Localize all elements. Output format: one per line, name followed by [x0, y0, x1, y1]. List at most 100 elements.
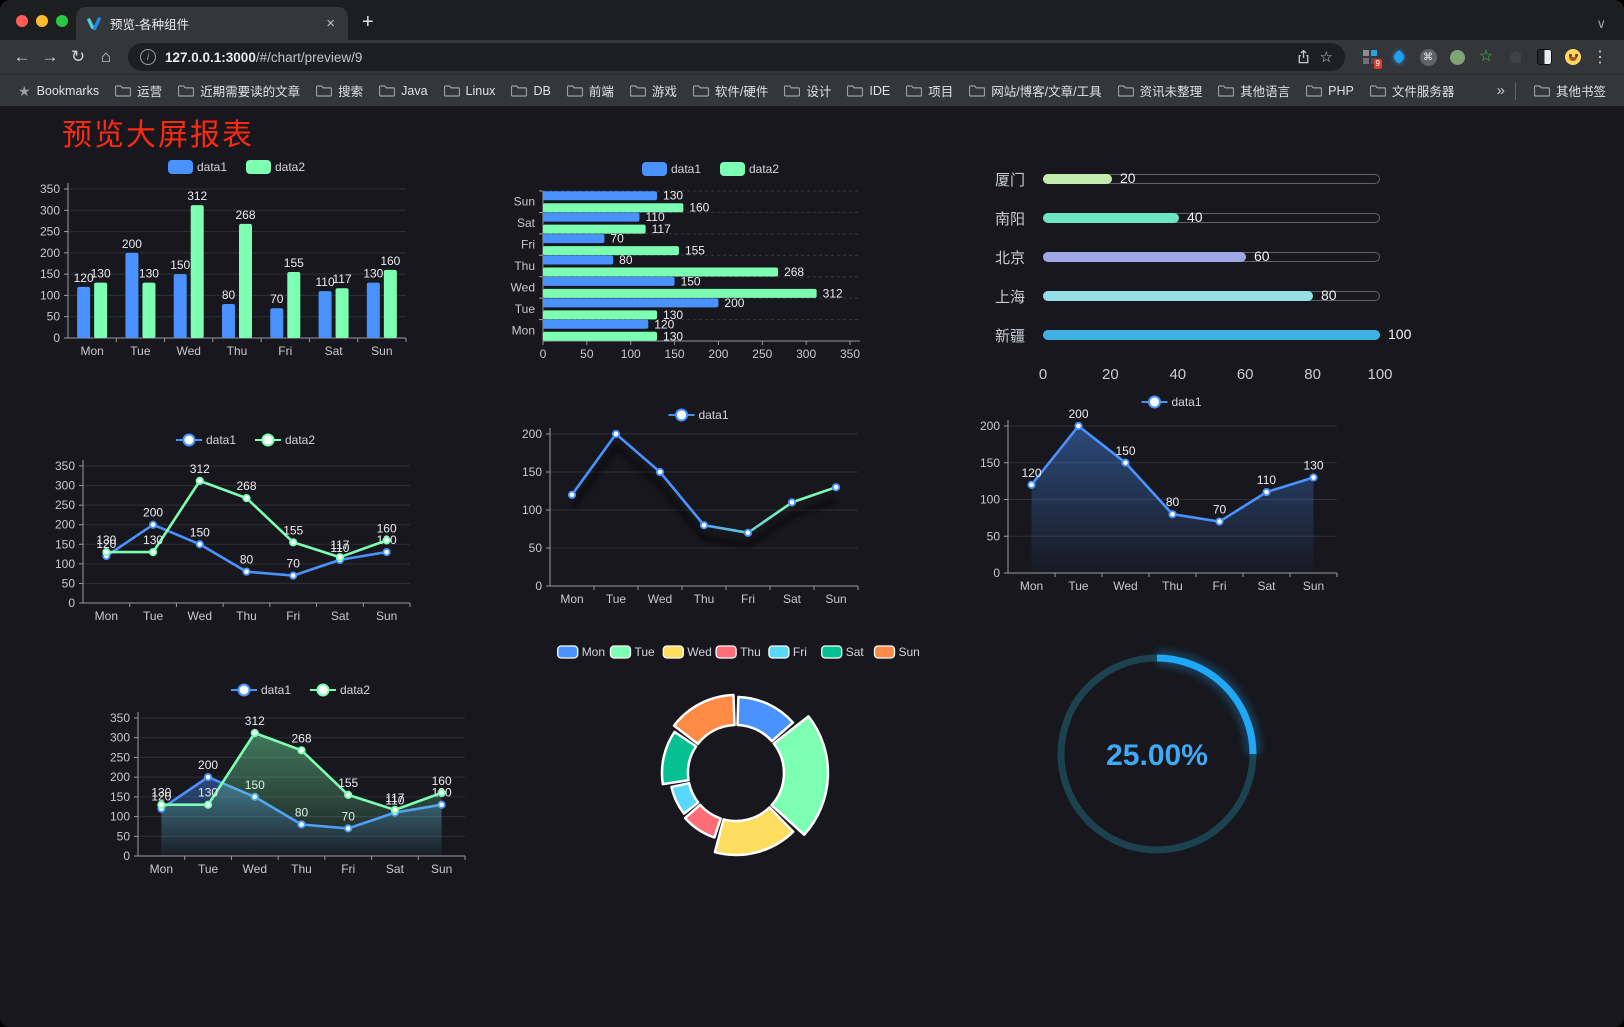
extension-icon-puzzle[interactable] [1506, 48, 1524, 66]
bookmark-folder-10[interactable]: 设计 [776, 78, 839, 103]
svg-text:150: 150 [110, 790, 130, 804]
home-icon[interactable]: ⌂ [100, 47, 112, 66]
svg-text:350: 350 [840, 347, 860, 361]
share-icon[interactable] [1296, 49, 1311, 65]
svg-text:200: 200 [55, 518, 75, 532]
bookmark-folder-2[interactable]: 近期需要读的文章 [170, 78, 308, 103]
folder-icon [115, 85, 132, 97]
maximize-window-button[interactable] [56, 15, 68, 27]
svg-text:120: 120 [74, 271, 94, 285]
gradient-line-chart[interactable]: 0 50 100 150 200 Mon Tue Wed Thu Fri Sat Sun data1 [505, 402, 895, 617]
extension-icon-blue-gem[interactable] [1390, 48, 1408, 66]
grouped-bar-chart[interactable]: 0 50 100 150 200 250 300 350 Mon Tue Wed Thu Fri Sat S… [28, 151, 458, 366]
tab-close-icon[interactable]: × [326, 15, 335, 32]
svg-text:Sun: Sun [825, 592, 846, 606]
svg-text:80: 80 [240, 553, 254, 567]
svg-text:Tue: Tue [635, 645, 656, 659]
svg-text:Wed: Wed [188, 609, 212, 623]
svg-text:120: 120 [151, 790, 171, 804]
bookmark-folder-9[interactable]: 软件/硬件 [685, 78, 776, 103]
other-bookmarks[interactable]: 其他书签 [1526, 78, 1614, 103]
svg-text:50: 50 [580, 347, 594, 361]
svg-text:100: 100 [621, 347, 641, 361]
browser-menu-kebab-icon[interactable]: ⋮ [1592, 49, 1608, 66]
bookmarks-root-label: Bookmarks [36, 83, 100, 98]
svg-text:110: 110 [1257, 473, 1276, 487]
bookmark-folder-1[interactable]: 运营 [107, 78, 170, 103]
svg-text:150: 150 [522, 465, 542, 479]
extension-icon-green-star[interactable]: ☆ [1477, 48, 1495, 66]
close-window-button[interactable] [16, 15, 28, 27]
svg-text:data2: data2 [340, 683, 370, 697]
donut-pie-chart[interactable]: Mon Tue Wed Thu Fri Sat Sun [550, 638, 935, 908]
bookmark-folder-3[interactable]: 搜索 [308, 78, 371, 103]
bookmark-folder-13[interactable]: 网站/博客/文章/工具 [961, 78, 1109, 103]
svg-text:Wed: Wed [648, 592, 672, 606]
svg-text:Sun: Sun [431, 862, 452, 876]
blocks-icon [1363, 50, 1369, 56]
extension-icon-blocks[interactable]: 9 [1361, 48, 1382, 69]
area-line-chart[interactable]: 0 50 100 150 200 Mon Tue Wed Thu Fri Sat Sun 120 200 1… [975, 390, 1360, 605]
back-icon[interactable]: ← [13, 47, 31, 66]
svg-text:150: 150 [170, 258, 190, 272]
bookmark-folder-14[interactable]: 资讯未整理 [1110, 78, 1211, 103]
svg-text:Mon: Mon [582, 645, 605, 659]
svg-text:268: 268 [784, 265, 804, 279]
puzzle-icon [1509, 51, 1521, 63]
svg-text:Mon: Mon [512, 323, 535, 337]
svg-text:250: 250 [752, 347, 772, 361]
reload-icon[interactable]: ↻ [70, 47, 86, 66]
bookmark-folder-6[interactable]: DB [503, 81, 558, 101]
svg-text:250: 250 [55, 498, 75, 512]
progress-gauge[interactable]: 25.00% [1040, 634, 1290, 884]
svg-text:160: 160 [380, 254, 400, 268]
bookmarks-separator [1514, 81, 1516, 100]
extension-icon-green-dot[interactable] [1448, 48, 1466, 66]
bookmark-folder-15[interactable]: 其他语言 [1210, 78, 1298, 103]
bookmark-star-icon[interactable]: ☆ [1319, 48, 1333, 66]
svg-text:Sat: Sat [783, 592, 802, 606]
tab-favicon [87, 16, 101, 30]
minimize-window-button[interactable] [36, 15, 48, 27]
bookmark-folder-5[interactable]: Linux [436, 81, 504, 101]
new-tab-button[interactable]: + [362, 11, 374, 33]
bookmark-folder-4[interactable]: Java [371, 81, 435, 101]
svg-text:data1: data1 [1172, 395, 1202, 409]
forward-icon[interactable]: → [41, 47, 59, 66]
progress-bar-chart[interactable]: 厦门 20 南阳 40 北京 60 上海 80 新疆 100 0 20 40 60 80 100 [995, 170, 1412, 383]
tab-search-chevron-icon[interactable]: ∨ [1596, 16, 1606, 31]
extension-icon-emoji[interactable] [1564, 48, 1582, 66]
horizontal-bar-chart[interactable]: 0 50 100 150 200 250 300 350 Mon 120 130 Tue 200 130 W… [505, 151, 895, 369]
browser-tab[interactable]: 预览-各种组件 × [76, 7, 348, 40]
bookmark-folder-16[interactable]: PHP [1298, 81, 1362, 101]
svg-text:130: 130 [143, 533, 163, 547]
svg-text:200: 200 [522, 427, 542, 441]
svg-text:120: 120 [654, 317, 674, 331]
extension-icon-command[interactable]: ⌘ [1419, 48, 1437, 66]
bookmark-folder-17[interactable]: 文件服务器 [1362, 78, 1463, 103]
svg-text:312: 312 [823, 286, 843, 300]
svg-text:200: 200 [143, 506, 163, 520]
svg-text:150: 150 [1115, 444, 1135, 458]
svg-text:268: 268 [235, 208, 255, 222]
svg-text:25.00%: 25.00% [1106, 739, 1208, 772]
two-series-line-chart[interactable]: 0 50 100 150 200 250 300 350 Mon Tue Wed Thu Fri Sat S… [35, 426, 470, 644]
bookmarks-root[interactable]: ★ Bookmarks [10, 81, 107, 101]
bookmark-folder-8[interactable]: 游戏 [622, 78, 685, 103]
address-bar[interactable]: i 127.0.0.1:3000/#/chart/preview/9 ☆ [128, 43, 1345, 71]
extensions-area: 9 ⌘ ☆ [1361, 48, 1582, 69]
bookmark-folder-7[interactable]: 前端 [559, 78, 622, 103]
svg-text:250: 250 [40, 225, 60, 239]
bookmarks-overflow-icon[interactable]: » [1496, 82, 1505, 99]
extension-icon-split-rect[interactable] [1535, 48, 1553, 66]
bookmark-folder-12[interactable]: 项目 [898, 78, 961, 103]
svg-text:117: 117 [330, 538, 349, 552]
svg-text:250: 250 [110, 750, 130, 764]
svg-text:350: 350 [40, 182, 60, 196]
site-info-icon[interactable]: i [140, 49, 156, 65]
svg-text:Sun: Sun [1303, 579, 1324, 593]
svg-text:130: 130 [363, 267, 383, 281]
bookmark-folder-11[interactable]: IDE [839, 81, 898, 101]
svg-text:300: 300 [40, 203, 60, 217]
two-series-area-chart[interactable]: 0 50 100 150 200 250 300 350 Mon Tue Wed Thu Fri Sat S… [100, 678, 535, 898]
